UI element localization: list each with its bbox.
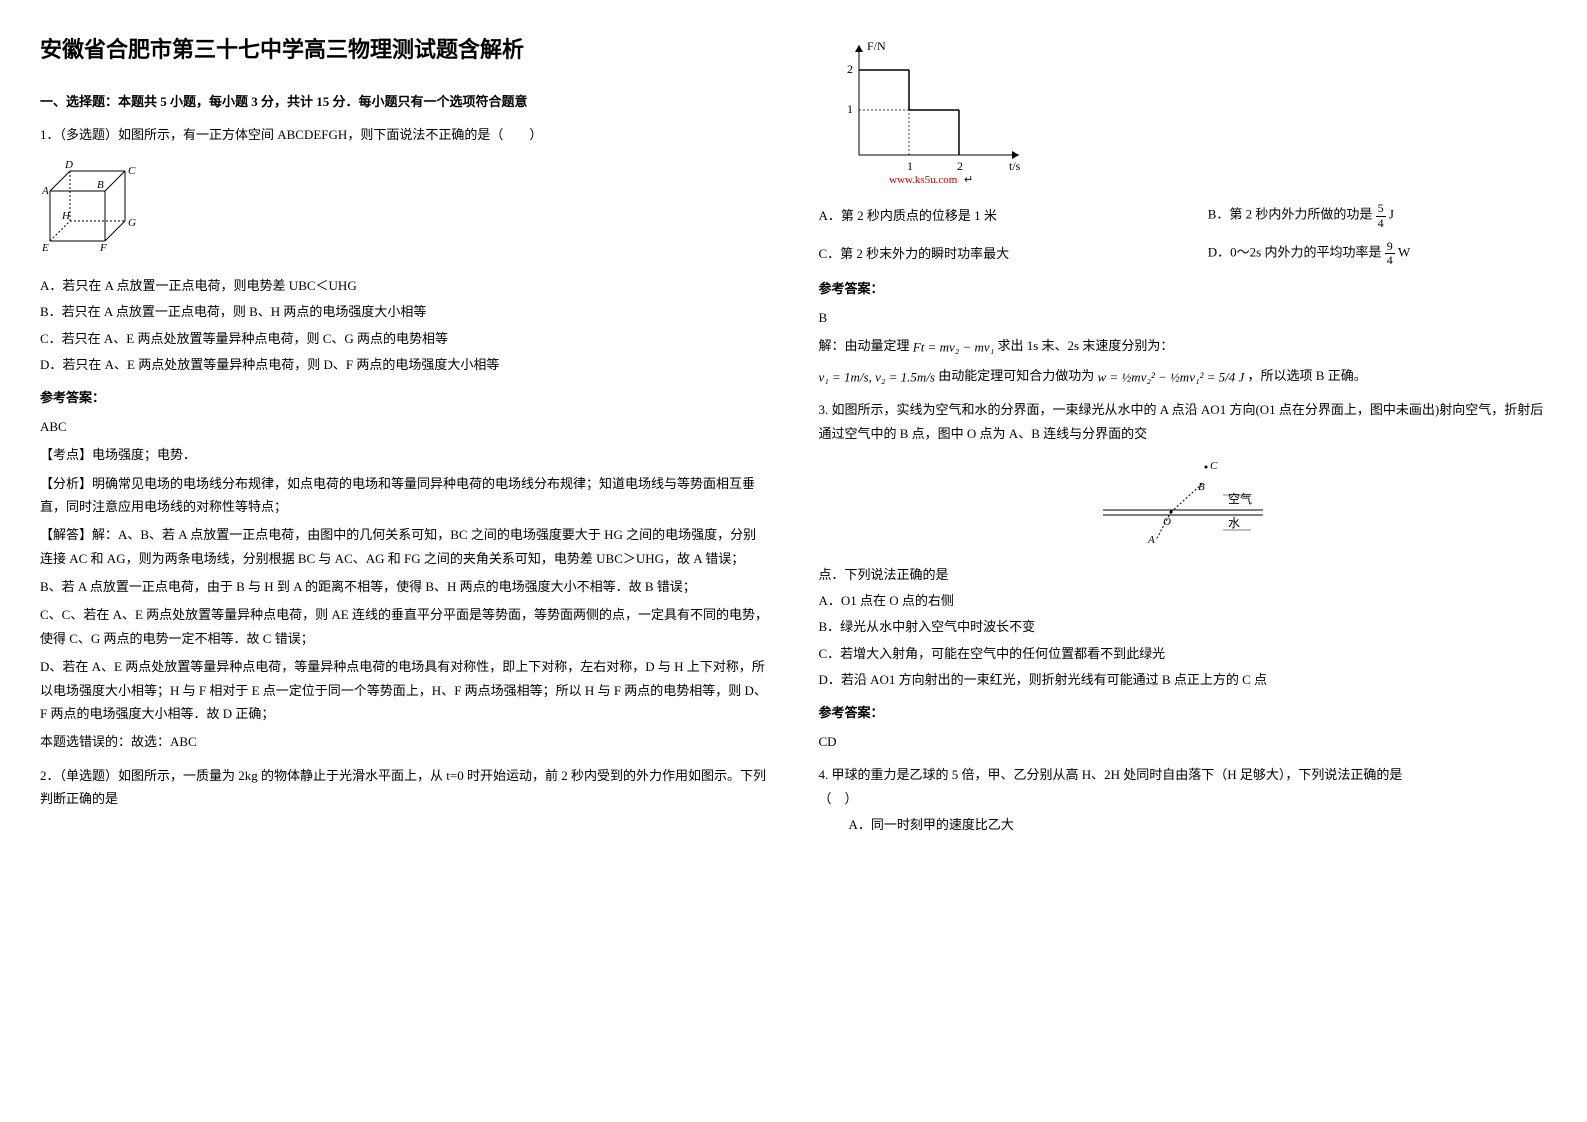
q3-option-d: D．若沿 AO1 方向射出的一束红光，则折射光线有可能通过 B 点正上方的 C …	[819, 668, 1548, 691]
q1-jieda4: D、若在 A、E 两点处放置等量异种点电荷，等量异种点电荷的电场具有对称性，即上…	[40, 655, 769, 725]
q4-text: 4. 甲球的重力是乙球的 5 倍，甲、乙分别从高 H、2H 处同时自由落下（H …	[819, 763, 1548, 810]
q1-fenxi: 【分析】明确常见电场的电场线分布规律，如点电荷的电场和等量同异种电荷的电场线分布…	[40, 472, 769, 519]
question-4: 4. 甲球的重力是乙球的 5 倍，甲、乙分别从高 H、2H 处同时自由落下（H …	[819, 763, 1548, 836]
q1-jieda2: B、若 A 点放置一正点电荷，由于 B 与 H 到 A 的距离不相等，使得 B、…	[40, 575, 769, 598]
q1-jieda3: C、C、若在 A、E 两点处放置等量异种点电荷，则 AE 连线的垂直平分平面是等…	[40, 603, 769, 650]
q4-option-a: A．同一时刻甲的速度比乙大	[849, 813, 1548, 836]
q2-option-b: B．第 2 秒内外力所做的功是 5 4 J	[1208, 202, 1547, 229]
svg-text:D: D	[64, 159, 73, 171]
section-header: 一、选择题：本题共 5 小题，每小题 3 分，共计 15 分．每小题只有一个选项…	[40, 90, 769, 113]
svg-text:1: 1	[907, 159, 913, 173]
q1-answer-label: 参考答案：	[40, 386, 769, 409]
q1-option-d: D．若只在 A、E 两点处放置等量异种点电荷，则 D、F 两点的电场强度大小相等	[40, 353, 769, 376]
q1-kaodian: 【考点】电场强度；电势．	[40, 443, 769, 466]
svg-text:水: 水	[1228, 516, 1240, 530]
svg-text:1: 1	[847, 102, 853, 116]
q2-option-c: C．第 2 秒末外力的瞬时功率最大	[819, 242, 1158, 265]
right-column: F/N t/s 1 2 1 2 www.ks5u.com ↵	[819, 30, 1548, 846]
chart-url: www.ks5u.com	[889, 174, 958, 185]
question-2-intro: 2．（单选题）如图所示，一质量为 2kg 的物体静止于光滑水平面上，从 t=0 …	[40, 764, 769, 811]
fraction-9-4: 9 4	[1385, 240, 1395, 267]
q1-option-a: A．若只在 A 点放置一正点电荷，则电势差 UBC＜UHG	[40, 274, 769, 297]
svg-text:2: 2	[847, 62, 853, 76]
formula-impulse: Ft = mv₂ − mv₁	[913, 339, 994, 354]
q1-jieda1: 【解答】解：A、B、若 A 点放置一正点电荷，由图中的几何关系可知，BC 之间的…	[40, 523, 769, 570]
q2-option-a: A．第 2 秒内质点的位移是 1 米	[819, 204, 1158, 227]
q1-option-c: C．若只在 A、E 两点处放置等量异种点电荷，则 C、G 两点的电势相等	[40, 327, 769, 350]
svg-text:H: H	[61, 210, 71, 222]
q3-option-a: A．O1 点在 O 点的右侧	[819, 589, 1548, 612]
q3-option-b: B．绿光从水中射入空气中时波长不变	[819, 615, 1548, 638]
cube-diagram: A B C D E F G H	[40, 156, 769, 263]
svg-text:C: C	[1210, 460, 1218, 472]
fraction-5-4: 5 4	[1376, 202, 1386, 229]
svg-text:C: C	[128, 165, 136, 177]
svg-text:O: O	[1163, 516, 1171, 528]
svg-text:t/s: t/s	[1009, 159, 1021, 173]
question-1: 1．（多选题）如图所示，有一正方体空间 ABCDEFGH，则下面说法不正确的是（…	[40, 123, 769, 754]
document-page: 安徽省合肥市第三十七中学高三物理测试题含解析 一、选择题：本题共 5 小题，每小…	[40, 30, 1547, 846]
question-3: 3. 如图所示，实线为空气和水的分界面，一束绿光从水中的 A 点沿 AO1 方向…	[819, 398, 1548, 753]
svg-text:F: F	[99, 242, 107, 254]
q3-option-c: C．若增大入射角，可能在空气中的任何位置都看不到此绿光	[819, 642, 1548, 665]
svg-text:空气: 空气	[1228, 491, 1252, 506]
document-title: 安徽省合肥市第三十七中学高三物理测试题含解析	[40, 30, 769, 70]
svg-text:2: 2	[957, 159, 963, 173]
q1-text: 1．（多选题）如图所示，有一正方体空间 ABCDEFGH，则下面说法不正确的是（…	[40, 123, 769, 146]
left-column: 安徽省合肥市第三十七中学高三物理测试题含解析 一、选择题：本题共 5 小题，每小…	[40, 30, 769, 846]
svg-text:G: G	[128, 217, 136, 229]
svg-text:B: B	[1198, 481, 1205, 493]
q3-text2: 点．下列说法正确的是	[819, 563, 1548, 586]
svg-text:A: A	[41, 185, 49, 197]
q2-answer-label: 参考答案：	[819, 277, 1548, 300]
formula-velocities: v₁ = 1m/s, v₂ = 1.5m/s	[819, 369, 936, 384]
svg-text:E: E	[41, 242, 49, 254]
q2-row-cd: C．第 2 秒末外力的瞬时功率最大 D．0～2s 内外力的平均功率是 9 4 W	[819, 240, 1548, 267]
force-time-chart: F/N t/s 1 2 1 2 www.ks5u.com ↵	[819, 35, 1548, 192]
q1-jieda5: 本题选错误的：故选：ABC	[40, 730, 769, 753]
svg-text:F/N: F/N	[867, 39, 886, 53]
formula-work: w = ½mv₂² − ½mv₁² = 5/4 J	[1098, 369, 1245, 384]
q2-answer: B	[819, 306, 1548, 329]
q3-text: 3. 如图所示，实线为空气和水的分界面，一束绿光从水中的 A 点沿 AO1 方向…	[819, 398, 1548, 445]
svg-text:B: B	[97, 179, 104, 191]
q2-row-ab: A．第 2 秒内质点的位移是 1 米 B．第 2 秒内外力所做的功是 5 4 J	[819, 202, 1548, 229]
q1-answer: ABC	[40, 415, 769, 438]
svg-text:↵: ↵	[964, 174, 973, 185]
q2-text: 2．（单选题）如图所示，一质量为 2kg 的物体静止于光滑水平面上，从 t=0 …	[40, 764, 769, 811]
q1-option-b: B．若只在 A 点放置一正点电荷，则 B、H 两点的电场强度大小相等	[40, 300, 769, 323]
q3-answer-label: 参考答案：	[819, 701, 1548, 724]
svg-text:A: A	[1147, 534, 1155, 545]
q2-option-d: D．0～2s 内外力的平均功率是 9 4 W	[1208, 240, 1547, 267]
refraction-diagram: O A B C 空气 水	[819, 455, 1548, 552]
q2-sol-line1: 解：由动量定理 Ft = mv₂ − mv₁ 求出 1s 末、2s 末速度分别为…	[819, 334, 1548, 359]
q3-answer: CD	[819, 730, 1548, 753]
q2-sol-line2: v₁ = 1m/s, v₂ = 1.5m/s 由动能定理可知合力做功为 w = …	[819, 364, 1548, 389]
